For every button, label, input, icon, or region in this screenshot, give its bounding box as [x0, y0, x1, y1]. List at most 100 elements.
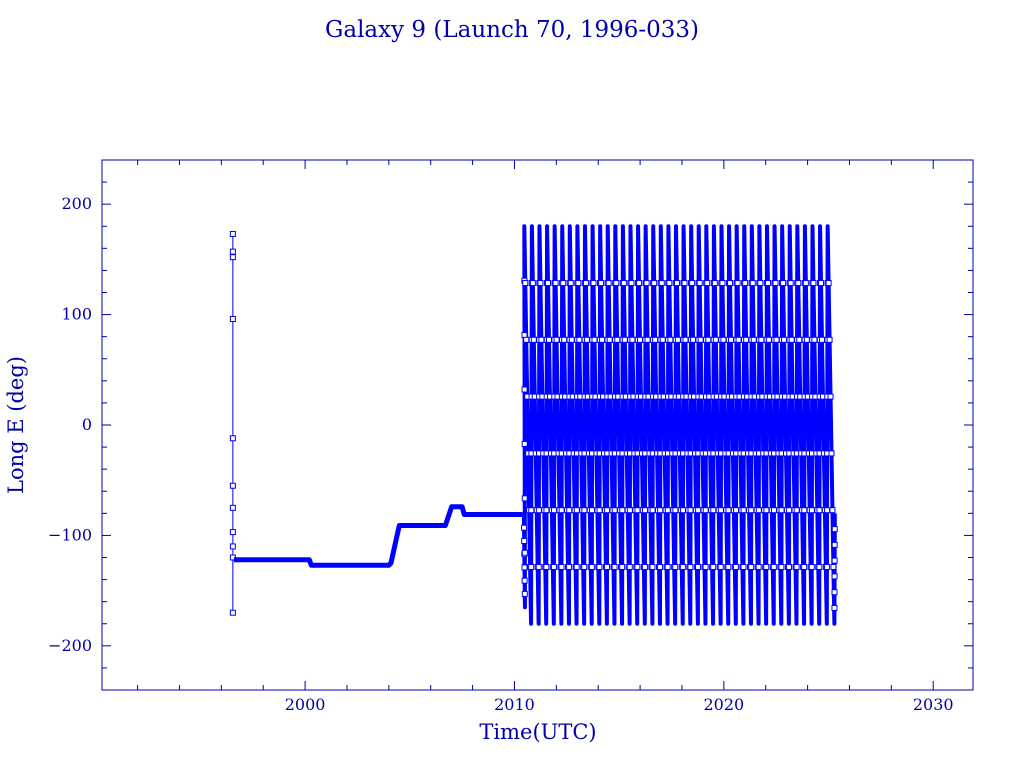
data-point — [826, 336, 833, 343]
data-point — [560, 280, 567, 287]
data-point — [626, 563, 633, 570]
data-point — [636, 280, 643, 287]
data-point — [598, 280, 605, 287]
series-drift-line — [521, 224, 837, 626]
data-point — [521, 440, 528, 447]
data-point — [229, 254, 236, 261]
data-point — [521, 577, 528, 584]
data-point — [521, 524, 528, 531]
data-point — [582, 280, 589, 287]
data-point — [613, 280, 620, 287]
data-point — [758, 336, 765, 343]
data-point — [780, 280, 787, 287]
data-point — [543, 507, 550, 514]
series-station-line — [233, 504, 523, 568]
data-point — [831, 526, 838, 533]
data-point — [748, 563, 755, 570]
data-point — [788, 336, 795, 343]
data-point — [619, 563, 626, 570]
data-point — [528, 563, 535, 570]
data-point — [681, 280, 688, 287]
data-point — [566, 507, 573, 514]
data-point — [793, 507, 800, 514]
data-point — [643, 280, 650, 287]
data-point — [666, 280, 673, 287]
data-point — [543, 563, 550, 570]
data-point — [778, 507, 785, 514]
data-point — [831, 557, 838, 564]
data-point — [629, 336, 636, 343]
x-tick-label: 2010 — [494, 695, 535, 714]
data-point — [649, 507, 656, 514]
data-point — [550, 563, 557, 570]
data-point — [659, 336, 666, 343]
data-point — [558, 563, 565, 570]
data-point — [734, 280, 741, 287]
x-axis-label: Time(UTC) — [479, 720, 596, 744]
data-point — [773, 336, 780, 343]
data-point — [634, 507, 641, 514]
y-tick-labels: −200 −100 0 100 200 — [48, 194, 92, 655]
data-point — [229, 504, 236, 511]
data-point — [672, 563, 679, 570]
data-point — [658, 280, 665, 287]
data-point — [545, 280, 552, 287]
data-point — [558, 507, 565, 514]
data-point — [764, 280, 771, 287]
data-point — [719, 280, 726, 287]
axis-ticks — [102, 160, 973, 690]
data-point — [757, 280, 764, 287]
data-point — [732, 563, 739, 570]
data-point — [667, 336, 674, 343]
data-point — [740, 507, 747, 514]
data-point — [229, 316, 236, 322]
data-point — [818, 280, 825, 287]
data-point — [529, 280, 536, 287]
data-point — [770, 507, 777, 514]
data-point — [229, 248, 236, 255]
data-point — [818, 336, 825, 343]
data-point — [567, 280, 574, 287]
data-point — [229, 543, 236, 550]
data-point — [575, 280, 582, 287]
data-point — [596, 563, 603, 570]
data-point — [725, 563, 732, 570]
data-point — [824, 507, 831, 514]
data-point — [831, 573, 838, 580]
data-point — [521, 549, 528, 556]
y-tick-label: −200 — [48, 636, 92, 655]
data-point — [581, 507, 588, 514]
data-point — [652, 336, 659, 343]
data-point — [711, 280, 718, 287]
data-point — [588, 563, 595, 570]
data-point — [590, 280, 597, 287]
data-point — [672, 507, 679, 514]
data-point — [521, 537, 528, 544]
x-tick-label: 2020 — [703, 695, 744, 714]
data-point — [641, 563, 648, 570]
data-point — [702, 563, 709, 570]
data-point — [829, 507, 836, 514]
y-tick-label: −100 — [48, 525, 92, 544]
data-point — [619, 507, 626, 514]
data-point — [229, 529, 236, 536]
data-point — [620, 280, 627, 287]
data-point — [717, 563, 724, 570]
data-point — [750, 336, 757, 343]
data-point — [679, 563, 686, 570]
y-tick-label: 100 — [61, 305, 92, 324]
data-point — [763, 507, 770, 514]
y-axis-label: Long E (deg) — [4, 356, 28, 494]
data-point — [687, 507, 694, 514]
data-point — [522, 280, 529, 287]
data-point — [696, 280, 703, 287]
data-point — [786, 507, 793, 514]
data-point — [808, 507, 815, 514]
data-point — [673, 280, 680, 287]
data-point — [725, 507, 732, 514]
data-point — [742, 280, 749, 287]
data-point — [727, 336, 734, 343]
data-point — [530, 336, 537, 343]
data-point — [710, 507, 717, 514]
